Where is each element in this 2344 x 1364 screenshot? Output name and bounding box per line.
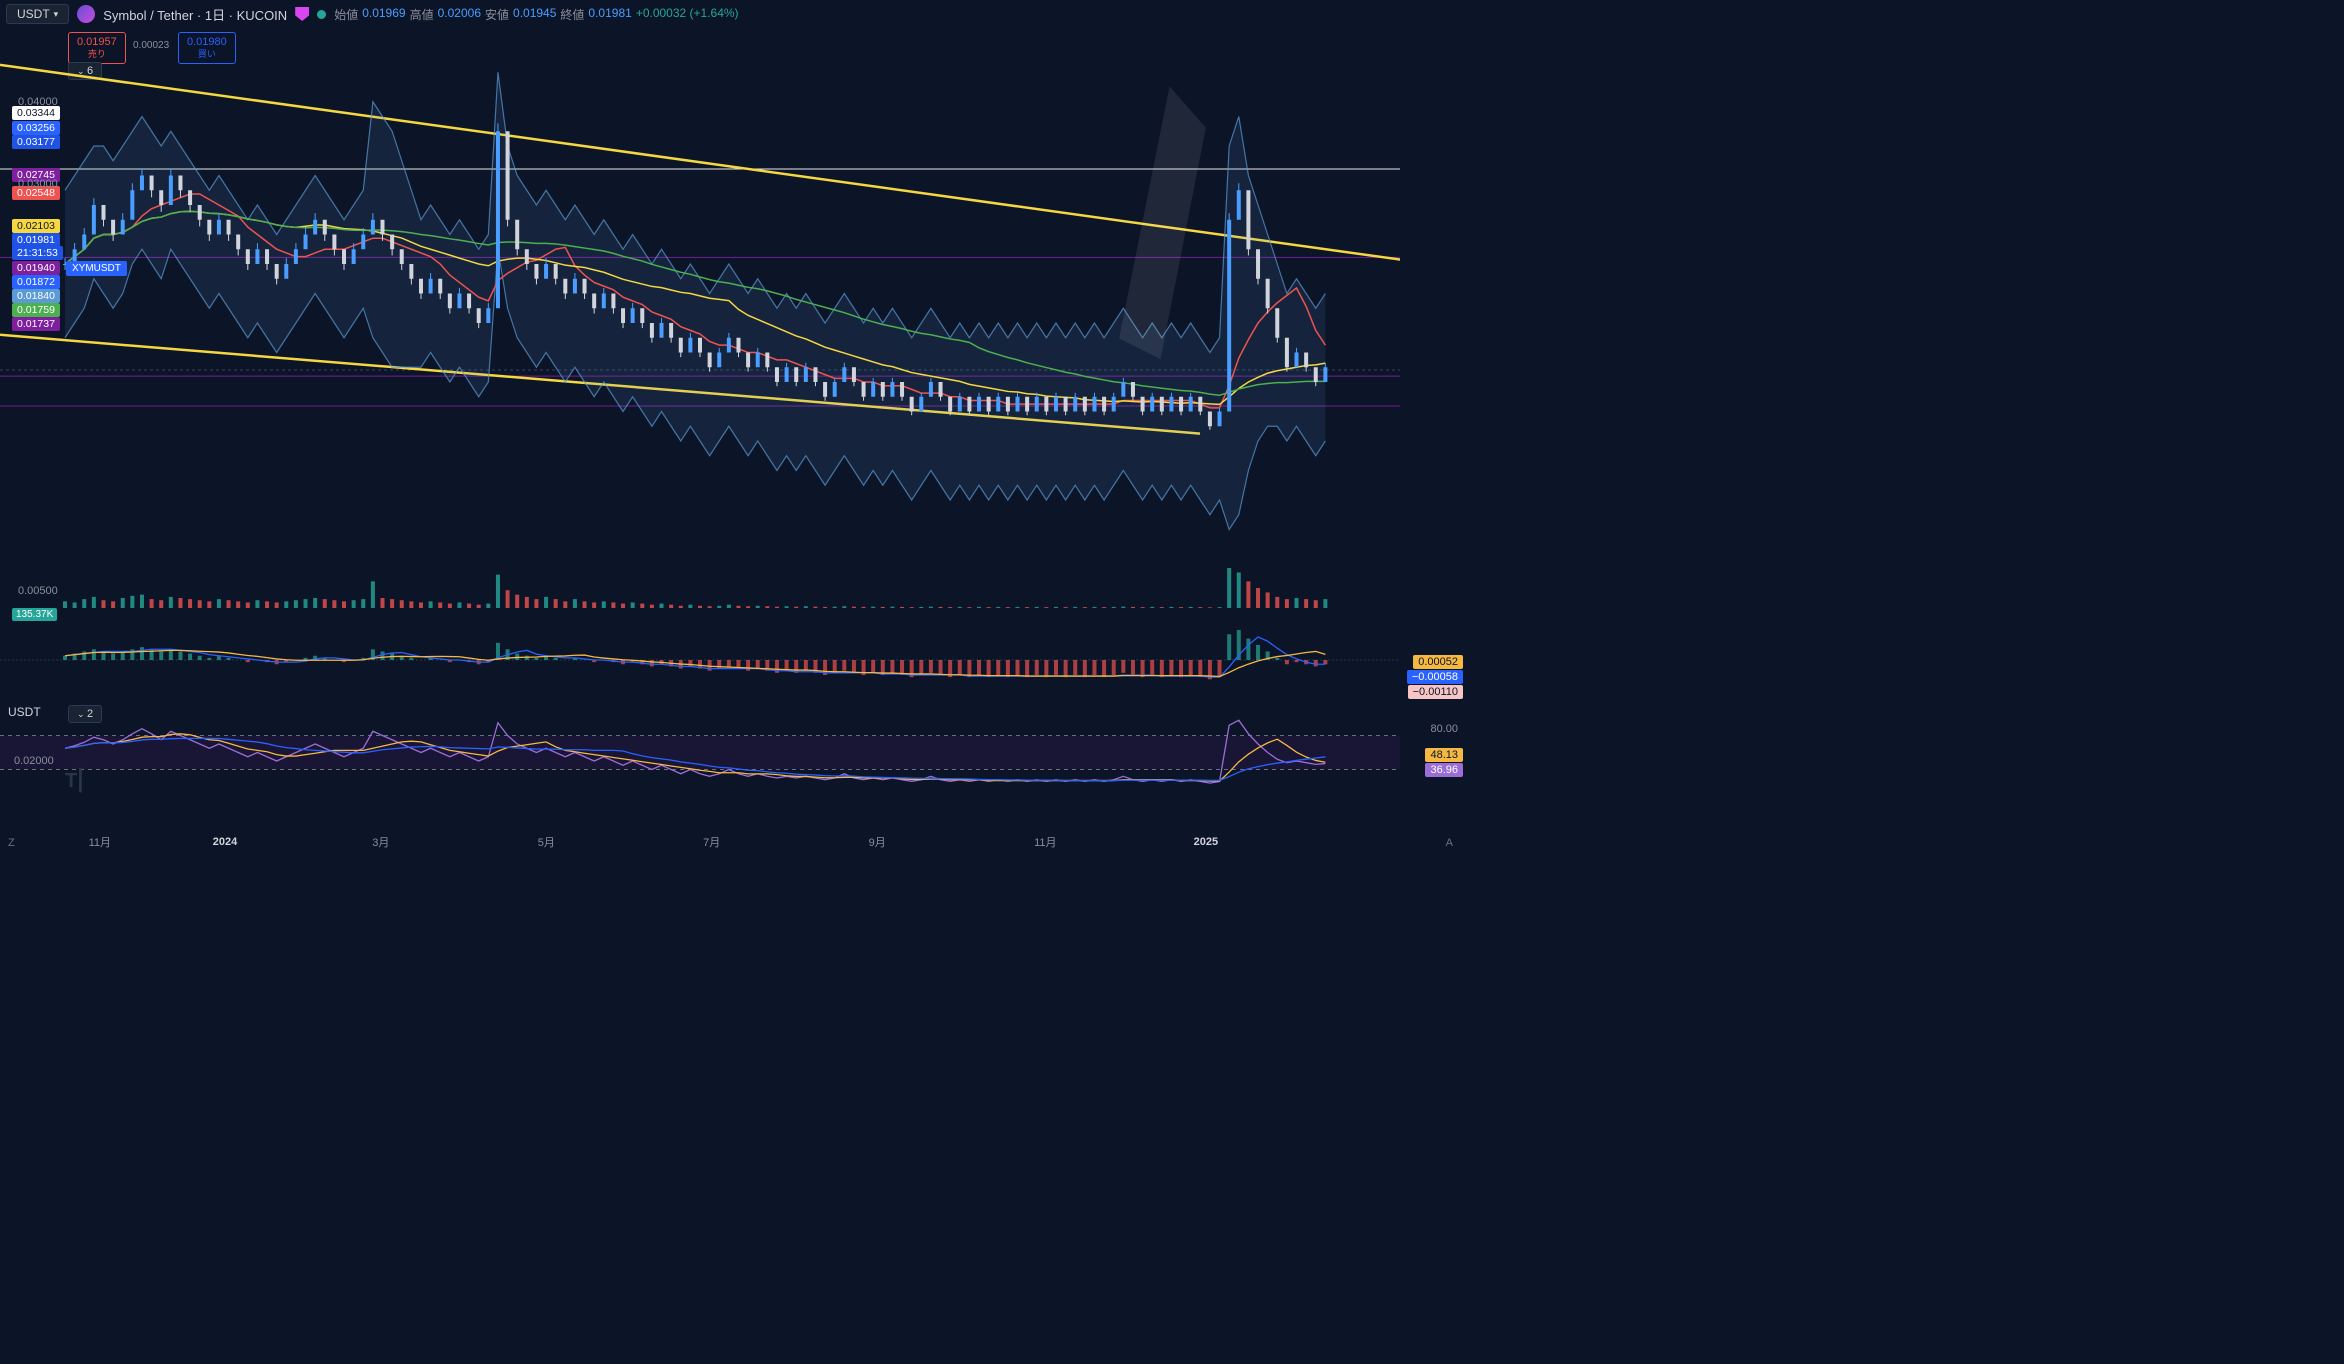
symbol-selector[interactable]: USDT (6, 4, 69, 24)
rsi-panel[interactable] (0, 700, 1400, 800)
tradingview-watermark: T⎮ (65, 768, 84, 793)
price-chart[interactable] (0, 28, 1400, 618)
symbol-icon (77, 5, 95, 23)
price-tag: 0.03256 (12, 121, 60, 135)
price-tick: 0.04000 (18, 96, 58, 108)
symbol-badge[interactable]: XYMUSDT (66, 261, 127, 276)
time-label: 3月 (372, 834, 389, 850)
time-label: 2024 (213, 836, 237, 848)
ohlc-readout: 始値0.01969 高値0.02006 安値0.01945 終値0.01981 … (334, 6, 738, 23)
flag-icon[interactable] (295, 7, 309, 21)
symbol-selector-label: USDT (17, 7, 50, 21)
macd-panel[interactable] (0, 620, 1400, 695)
price-tick: 0.03000 (18, 178, 58, 190)
time-label: 2025 (1194, 836, 1218, 848)
price-tick: 0.00500 (18, 585, 58, 597)
price-tag: 21:31:53 (12, 246, 63, 260)
price-tag: 0.01872 (12, 275, 60, 289)
rsi-value-2: 48.13 (1425, 748, 1463, 762)
chart-title: Symbol / Tether · 1日 · KUCOIN (103, 5, 287, 24)
time-label: 11月 (1034, 834, 1056, 850)
time-label: 11月 (89, 834, 111, 850)
price-tag: 0.03177 (12, 135, 60, 149)
tz-right[interactable]: A (1446, 837, 1453, 849)
chart-header: USDT Symbol / Tether · 1日 · KUCOIN 始値0.0… (0, 0, 1465, 28)
macd-value-2: −0.00058 (1407, 670, 1463, 684)
time-label: 9月 (869, 834, 886, 850)
macd-value-3: −0.00110 (1408, 685, 1463, 699)
market-status-dot (317, 10, 326, 19)
macd-value-1: 0.00052 (1413, 655, 1463, 669)
rsi-symbol-label: USDT (8, 705, 41, 719)
rsi-level-80: 80.00 (1425, 722, 1463, 736)
price-tag: 0.02103 (12, 219, 60, 233)
indicator-toggle-2[interactable]: ⌄ 2 (68, 705, 102, 723)
time-axis[interactable]: 11月 2024 3月 5月 7月 9月 11月 2025 (0, 831, 1400, 853)
price-tag: 0.01981 (12, 233, 60, 247)
price-tag: 0.01737 (12, 317, 60, 331)
rsi-value-3: 36.96 (1425, 763, 1463, 777)
tz-left[interactable]: Z (8, 837, 15, 849)
price-tag: 0.01840 (12, 289, 60, 303)
time-label: 7月 (703, 834, 720, 850)
price-tag: 0.03344 (12, 106, 60, 120)
price-tag: 0.01759 (12, 303, 60, 317)
rsi-left-val: 0.02000 (14, 755, 54, 767)
price-tag: 0.01940 (12, 261, 60, 275)
time-label: 5月 (538, 834, 555, 850)
